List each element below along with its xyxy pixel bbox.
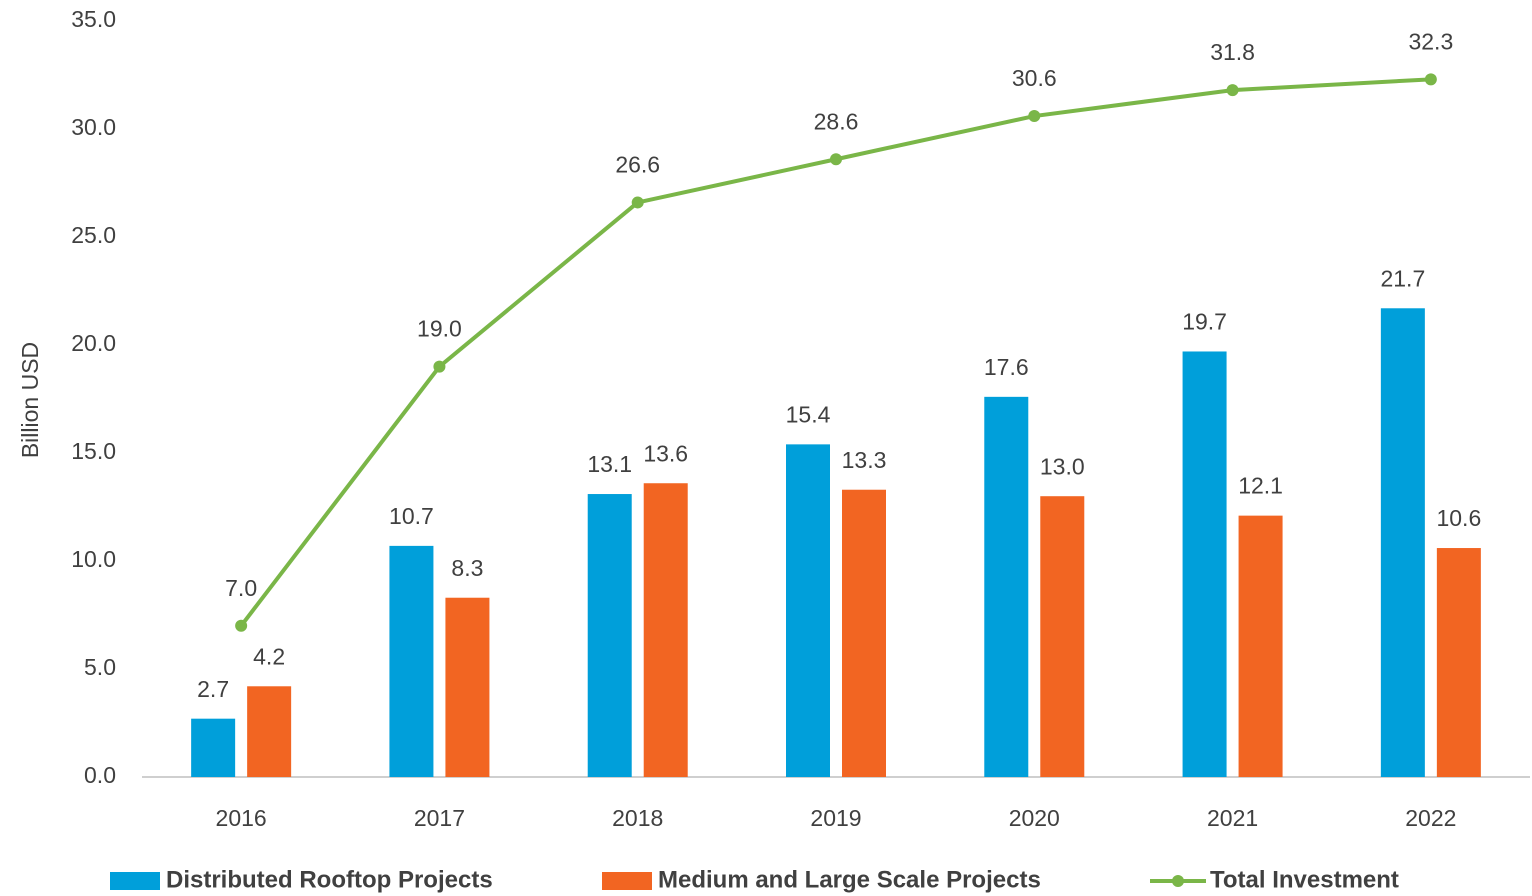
bar bbox=[1436, 548, 1481, 777]
line-point bbox=[235, 619, 248, 632]
x-tick-label: 2020 bbox=[1009, 805, 1060, 831]
y-tick-label: 5.0 bbox=[84, 654, 116, 680]
data-label: 26.6 bbox=[615, 152, 660, 178]
data-label: 28.6 bbox=[814, 108, 859, 134]
bar bbox=[1182, 351, 1227, 777]
x-tick-label: 2016 bbox=[216, 805, 267, 831]
x-tick-label: 2017 bbox=[414, 805, 465, 831]
bar bbox=[445, 597, 490, 777]
data-label: 21.7 bbox=[1380, 265, 1425, 291]
bar bbox=[191, 718, 236, 777]
data-label: 13.6 bbox=[643, 440, 688, 466]
data-label: 12.1 bbox=[1238, 473, 1283, 499]
line-point bbox=[830, 153, 842, 166]
y-tick-label: 30.0 bbox=[71, 114, 116, 140]
y-tick-label: 0.0 bbox=[84, 762, 116, 788]
y-tick-label: 15.0 bbox=[71, 438, 116, 464]
bar bbox=[247, 686, 292, 777]
data-label: 30.6 bbox=[1012, 65, 1057, 91]
y-tick-label: 25.0 bbox=[71, 222, 116, 248]
bar bbox=[389, 545, 434, 777]
x-tick-label: 2019 bbox=[810, 805, 861, 831]
data-label: 19.0 bbox=[417, 316, 462, 342]
bar bbox=[984, 396, 1029, 777]
bar bbox=[1040, 496, 1085, 777]
bar bbox=[842, 489, 886, 777]
y-tick-label: 20.0 bbox=[71, 330, 116, 356]
legend-swatch bbox=[1172, 875, 1184, 887]
line-point bbox=[1028, 110, 1041, 123]
line-point bbox=[1226, 84, 1239, 97]
data-label: 7.0 bbox=[225, 575, 257, 601]
data-label: 15.4 bbox=[786, 401, 831, 427]
line-point bbox=[1424, 73, 1437, 86]
bar bbox=[587, 494, 632, 777]
bar bbox=[786, 444, 830, 777]
x-tick-label: 2018 bbox=[612, 805, 663, 831]
bar bbox=[643, 483, 688, 777]
x-tick-label: 2022 bbox=[1405, 805, 1456, 831]
legend-label: Total Investment bbox=[1210, 866, 1399, 893]
data-label: 19.7 bbox=[1182, 309, 1227, 335]
legend-swatch bbox=[602, 872, 652, 890]
data-label: 10.6 bbox=[1436, 505, 1481, 531]
legend-label: Distributed Rooftop Projects bbox=[166, 866, 493, 893]
legend-label: Medium and Large Scale Projects bbox=[658, 866, 1041, 893]
y-tick-label: 10.0 bbox=[71, 546, 116, 572]
y-tick-label: 35.0 bbox=[71, 6, 116, 32]
data-label: 2.7 bbox=[197, 676, 229, 702]
y-axis-label: Billion USD bbox=[17, 342, 43, 458]
line-point bbox=[631, 196, 644, 209]
data-label: 13.1 bbox=[587, 451, 632, 477]
x-tick-label: 2021 bbox=[1207, 805, 1258, 831]
bar bbox=[1380, 308, 1425, 777]
line-point bbox=[433, 360, 446, 373]
data-label: 17.6 bbox=[984, 354, 1029, 380]
data-label: 32.3 bbox=[1408, 28, 1453, 54]
data-label: 10.7 bbox=[389, 503, 434, 529]
bar bbox=[1238, 515, 1283, 777]
legend-swatch bbox=[110, 872, 160, 890]
data-label: 13.0 bbox=[1040, 453, 1085, 479]
data-label: 8.3 bbox=[451, 555, 483, 581]
data-label: 13.3 bbox=[842, 447, 887, 473]
data-label: 4.2 bbox=[253, 643, 285, 669]
data-label: 31.8 bbox=[1210, 39, 1255, 65]
